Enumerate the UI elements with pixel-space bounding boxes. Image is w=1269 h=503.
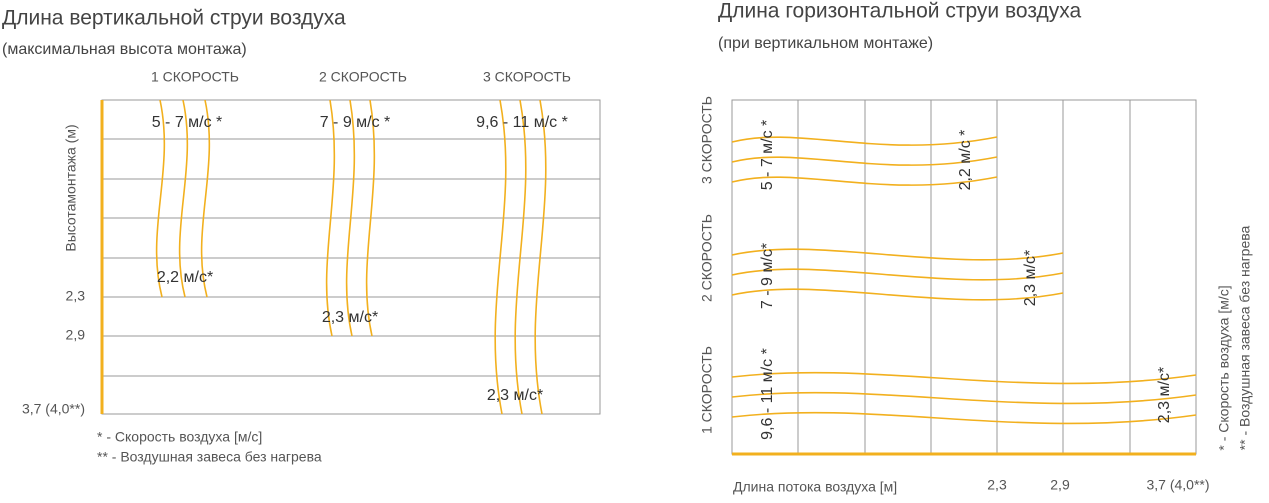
footnote: * - Скорость воздуха [м/с] xyxy=(97,429,262,445)
column-label: 2,3 xyxy=(987,477,1007,493)
row-label: 2,9 xyxy=(66,327,86,343)
column-label: 1 СКОРОСТЬ xyxy=(151,69,239,85)
row-label: 3 СКОРОСТЬ xyxy=(699,96,715,184)
end-label: 2,3 м/с* xyxy=(1022,250,1039,306)
end-label: 2,3 м/с* xyxy=(322,309,378,326)
subtitle: (максимальная высота монтажа) xyxy=(2,41,247,58)
row-label: 1 СКОРОСТЬ xyxy=(699,346,715,434)
footnote: ** - Воздушная завеса без нагрева xyxy=(97,449,322,465)
airflow-waves xyxy=(731,136,1197,425)
speed-label: 9,6 - 11 м/с * xyxy=(759,348,776,440)
axis-label: Длина потока воздуха [м] xyxy=(733,479,897,495)
axis-label: Высотамонтажа (м) xyxy=(63,124,79,251)
speed-label: 5 - 7 м/с * xyxy=(759,120,776,191)
speed-label: 9,6 - 11 м/с * xyxy=(476,114,568,131)
column-label: 3 СКОРОСТЬ xyxy=(483,69,571,85)
speed-label: 7 - 9 м/с * xyxy=(320,114,391,131)
title: Длина горизонтальной струи воздуха xyxy=(718,0,1082,23)
column-label: 2 СКОРОСТЬ xyxy=(319,69,407,85)
right-panel: Длина горизонтальной струи воздуха (при … xyxy=(699,0,1253,495)
column-label: 2,9 xyxy=(1050,477,1070,493)
row-label: 2,3 xyxy=(66,288,86,304)
row-label: 3,7 (4,0**) xyxy=(22,401,85,417)
footnote: * - Скорость воздуха [м/с] xyxy=(1216,285,1232,450)
title: Длина вертикальной струи воздуха xyxy=(2,7,346,30)
footnote: ** - Воздушная завеса без нагрева xyxy=(1237,225,1253,450)
end-label: 2,3 м/с* xyxy=(487,387,543,404)
row-label: 2 СКОРОСТЬ xyxy=(699,214,715,302)
subtitle: (при вертикальном монтаже) xyxy=(718,35,933,52)
end-label: 2,2 м/с* xyxy=(157,269,213,286)
speed-label: 7 - 9 м/с* xyxy=(759,243,776,309)
end-label: 2,3 м/с* xyxy=(1156,367,1173,423)
end-label: 2,2 м/с * xyxy=(957,130,974,191)
speed-label: 5 - 7 м/с * xyxy=(152,114,223,131)
column-label: 3,7 (4,0**) xyxy=(1146,477,1209,493)
airflow-waves xyxy=(155,99,547,415)
grid-lines xyxy=(797,100,1131,454)
left-panel: Длина вертикальной струи воздуха (максим… xyxy=(2,7,601,465)
